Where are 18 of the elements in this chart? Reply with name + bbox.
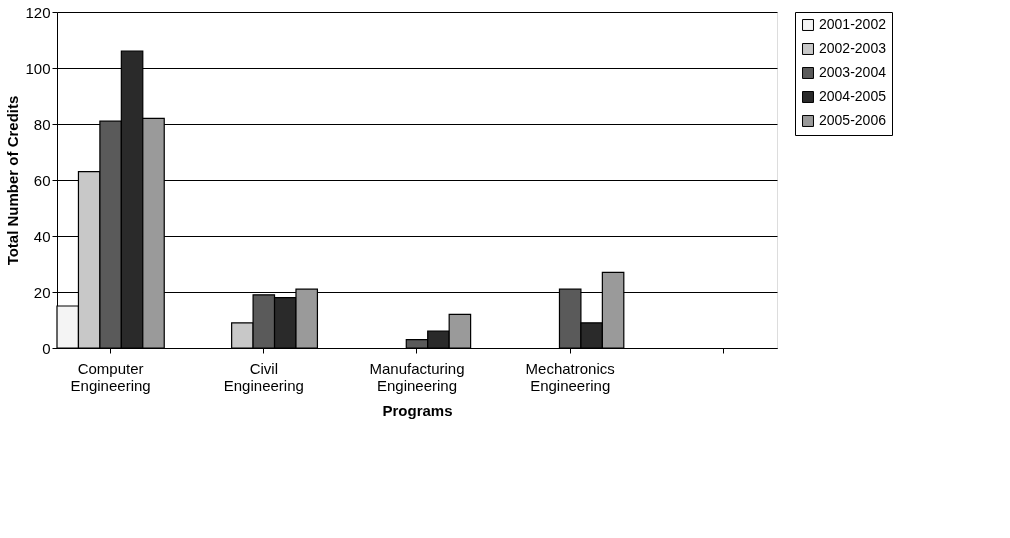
x-tick-label: Civil Engineering — [223, 359, 304, 394]
x-tick-label: Mechatronics Engineering — [525, 359, 615, 394]
x-tick-label: Manufacturing Engineering — [369, 359, 465, 394]
legend-label: 2005-2006 — [819, 112, 887, 128]
y-tick-label: 60 — [33, 171, 51, 189]
y-axis-title: Total Number of Credits — [4, 95, 22, 266]
y-tick-label: 100 — [25, 59, 51, 77]
x-tick-label: Computer Engineering — [70, 359, 151, 394]
legend-label: 2004-2005 — [819, 88, 887, 104]
y-tick-label: 80 — [33, 115, 51, 133]
legend-label: 2003-2004 — [819, 64, 887, 80]
y-tick-label: 0 — [42, 339, 51, 357]
legend-label: 2002-2003 — [819, 40, 887, 56]
y-tick-label: 40 — [33, 227, 51, 245]
y-tick-label: 120 — [25, 3, 51, 21]
x-axis-title: Programs — [382, 401, 453, 419]
legend-label: 2001-2002 — [819, 16, 887, 32]
y-tick-label: 20 — [33, 283, 51, 301]
